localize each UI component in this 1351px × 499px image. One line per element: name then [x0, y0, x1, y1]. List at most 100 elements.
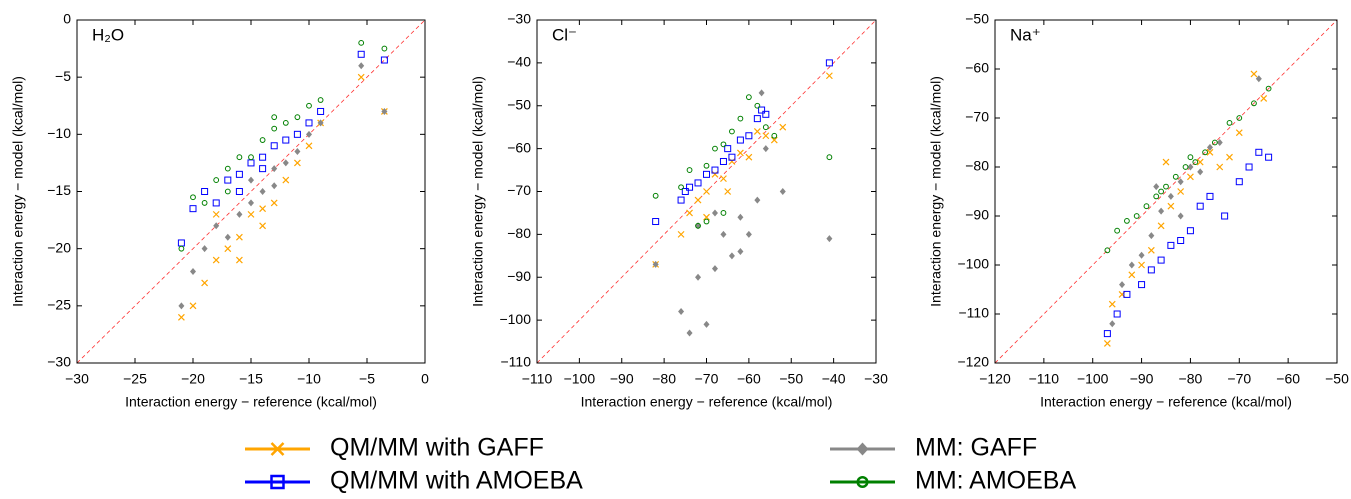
- marker-diamond: [737, 213, 744, 221]
- marker-x: [1138, 261, 1145, 269]
- marker-square: [745, 132, 753, 140]
- y-tick-label: −80: [507, 225, 531, 241]
- marker-square: [703, 170, 710, 178]
- marker-circle: [201, 200, 208, 206]
- marker-square: [1167, 241, 1175, 249]
- marker-square: [825, 59, 833, 67]
- marker-circle: [826, 154, 833, 161]
- marker-circle: [271, 125, 278, 132]
- marker-x: [259, 205, 267, 213]
- marker-diamond: [1153, 183, 1160, 191]
- y-tick-label: −110: [959, 305, 990, 321]
- marker-diamond: [1167, 192, 1174, 200]
- marker-x: [711, 170, 719, 178]
- y-tick-label: −50: [507, 96, 531, 112]
- marker-x: [703, 213, 710, 221]
- marker-diamond: [213, 222, 220, 230]
- marker-x: [270, 199, 278, 207]
- marker-diamond: [1148, 232, 1155, 240]
- marker-circle: [294, 114, 301, 121]
- marker-x: [1128, 271, 1136, 279]
- marker-x: [235, 256, 243, 264]
- marker-x: [1162, 158, 1170, 166]
- marker-circle: [317, 97, 324, 103]
- marker-x: [686, 209, 693, 217]
- legend-label: MM: AMOEBA: [915, 467, 1076, 495]
- x-tick-label: −120: [979, 371, 1011, 387]
- marker-diamond: [224, 233, 231, 241]
- x-tick-label: −50: [1325, 371, 1349, 387]
- marker-x: [1206, 148, 1214, 156]
- marker-diamond: [1158, 207, 1165, 215]
- marker-circle: [762, 124, 769, 131]
- x-tick-label: −30: [65, 371, 89, 387]
- y-tick-label: −60: [507, 139, 531, 155]
- marker-square: [212, 199, 220, 207]
- marker-x: [762, 132, 770, 140]
- marker-x: [177, 313, 185, 321]
- marker-x: [703, 188, 710, 195]
- marker-diamond: [745, 230, 752, 238]
- marker-diamond: [259, 188, 266, 195]
- y-tick-label: −30: [47, 354, 71, 370]
- panel-label: Cl⁻: [552, 25, 577, 44]
- marker-x: [677, 230, 685, 238]
- marker-x: [282, 176, 290, 184]
- marker-circle: [712, 145, 718, 152]
- marker-x: [1167, 202, 1175, 210]
- marker-circle: [224, 165, 231, 172]
- marker-circle: [1265, 85, 1272, 92]
- marker-square: [753, 115, 761, 123]
- marker-diamond: [826, 235, 833, 243]
- y-tick-label: −60: [965, 60, 989, 76]
- x-tick-label: −70: [1227, 371, 1251, 387]
- marker-x: [247, 210, 255, 218]
- marker-x: [770, 136, 778, 144]
- y-axis-label: Interaction energy − model (kcal/mol): [470, 76, 486, 307]
- marker-circle: [1153, 193, 1160, 200]
- marker-circle: [1251, 100, 1257, 107]
- marker-x: [720, 175, 727, 183]
- marker-x: [1157, 222, 1165, 230]
- y-tick-label: −120: [957, 354, 989, 370]
- x-tick-label: −100: [564, 371, 596, 387]
- marker-square: [1157, 256, 1165, 264]
- marker-circle: [306, 102, 312, 109]
- marker-diamond: [703, 320, 710, 328]
- marker-diamond: [1255, 75, 1262, 83]
- marker-circle: [1114, 227, 1121, 234]
- x-tick-label: −25: [123, 371, 147, 387]
- x-tick-label: −100: [1077, 371, 1109, 387]
- marker-square: [652, 218, 660, 226]
- marker-x: [1196, 158, 1204, 166]
- marker-circle: [271, 114, 278, 121]
- y-tick-label: −40: [507, 54, 531, 70]
- marker-circle: [1163, 183, 1169, 190]
- marker-circle: [695, 222, 701, 229]
- legend-label: QM/MM with AMOEBA: [330, 467, 583, 495]
- x-tick-label: −15: [239, 371, 263, 387]
- marker-square: [177, 239, 185, 247]
- marker-x: [1235, 129, 1243, 137]
- marker-square: [724, 145, 732, 153]
- marker-circle: [652, 192, 659, 199]
- x-tick-label: −30: [864, 371, 888, 387]
- marker-circle: [1158, 188, 1165, 195]
- legend-label: QM/MM with GAFF: [330, 434, 544, 462]
- x-axis-label: Interaction energy − reference (kcal/mol…: [581, 394, 833, 410]
- marker-square: [305, 119, 313, 127]
- marker-square: [711, 166, 719, 174]
- marker-x: [1216, 163, 1224, 171]
- marker-diamond: [190, 268, 196, 276]
- marker-diamond: [1206, 143, 1213, 151]
- marker-x: [753, 128, 761, 135]
- marker-square: [235, 188, 243, 195]
- y-tick-label: −20: [47, 239, 71, 255]
- marker-circle: [1172, 173, 1179, 180]
- marker-diamond: [282, 159, 289, 167]
- y-tick-label: −90: [965, 207, 989, 223]
- marker-square: [728, 153, 736, 161]
- y-tick-label: −100: [957, 256, 989, 272]
- marker-circle: [703, 218, 710, 225]
- marker-diamond: [711, 209, 718, 217]
